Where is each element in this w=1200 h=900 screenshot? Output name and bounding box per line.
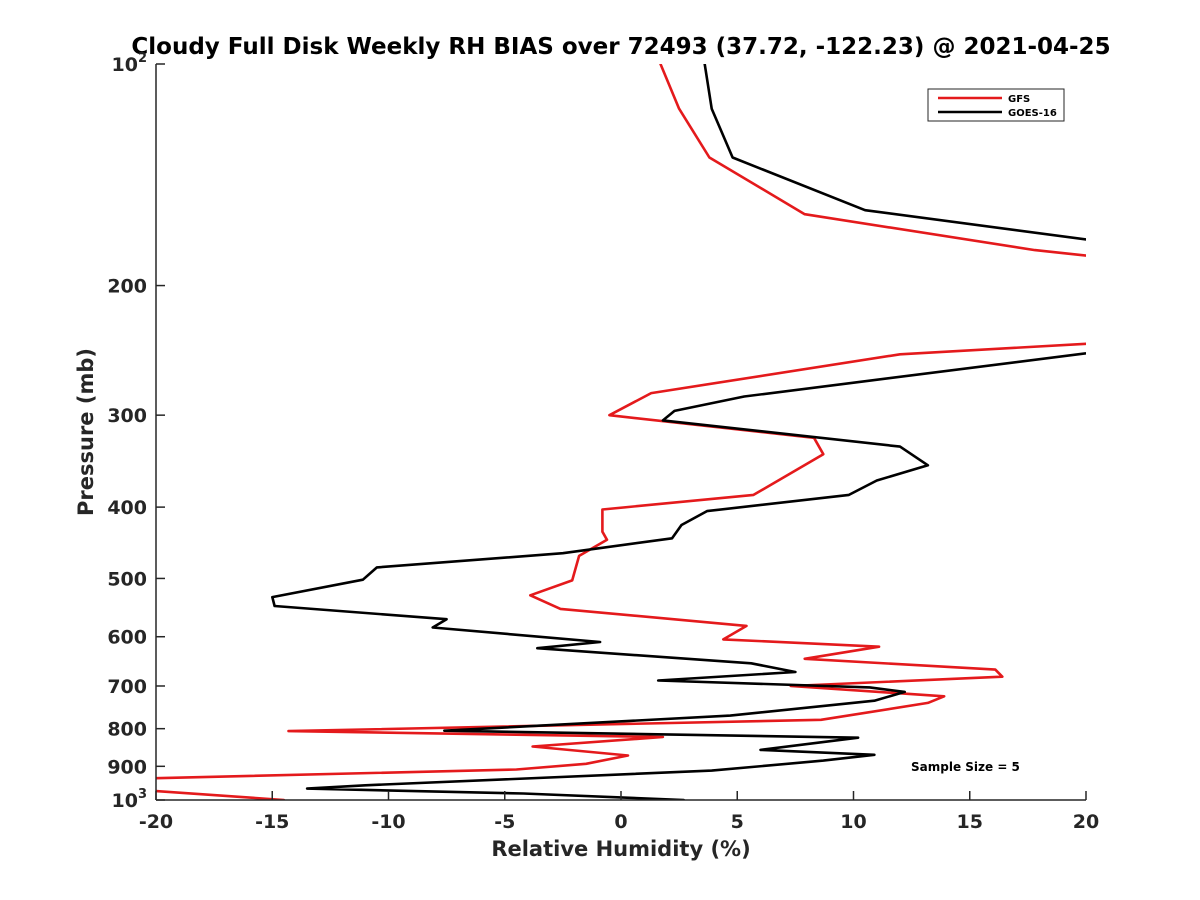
legend-label: GOES-16 (1008, 108, 1057, 119)
legend-box (927, 88, 1065, 122)
y-tick-label: 300 (107, 405, 147, 427)
x-tick-label: 15 (957, 811, 983, 833)
x-tick-label: 10 (840, 811, 866, 833)
y-axis-label: Pressure (mb) (74, 348, 98, 516)
legend: GFS GOES-16 (927, 88, 1065, 122)
chart-title: Cloudy Full Disk Weekly RH BIAS over 724… (131, 34, 1110, 60)
y-tick-label: 800 (107, 719, 147, 741)
legend-label: GFS (1008, 94, 1030, 105)
y-ticks: 102 200 300 400 500 600 700 800 900 103 (107, 51, 165, 812)
plot-area (156, 64, 1086, 800)
series-line-goes-16 (271, 64, 1086, 800)
x-tick-label: 0 (614, 811, 627, 833)
y-tick-label: 600 (107, 627, 147, 649)
series-layer (156, 64, 1086, 800)
y-tick-label: 700 (107, 676, 147, 698)
y-tick-label: 500 (107, 568, 147, 590)
x-axis-label: Relative Humidity (%) (491, 837, 750, 861)
y-tick-label: 200 (107, 276, 147, 298)
y-tick-label: 900 (107, 756, 147, 778)
x-ticks: -20 -15 -10 -5 0 5 10 15 20 (139, 791, 1099, 833)
x-tick-label: -20 (139, 811, 173, 833)
x-tick-label: 5 (731, 811, 744, 833)
y-tick-label: 102 (112, 51, 148, 76)
x-tick-label: -5 (494, 811, 515, 833)
y-tick-label: 400 (107, 497, 147, 519)
x-tick-label: -10 (371, 811, 405, 833)
sample-size-annotation: Sample Size = 5 (911, 760, 1020, 774)
series-line-gfs (156, 64, 1086, 800)
x-tick-label: 20 (1073, 811, 1099, 833)
y-tick-label: 103 (112, 787, 148, 812)
x-tick-label: -15 (255, 811, 289, 833)
